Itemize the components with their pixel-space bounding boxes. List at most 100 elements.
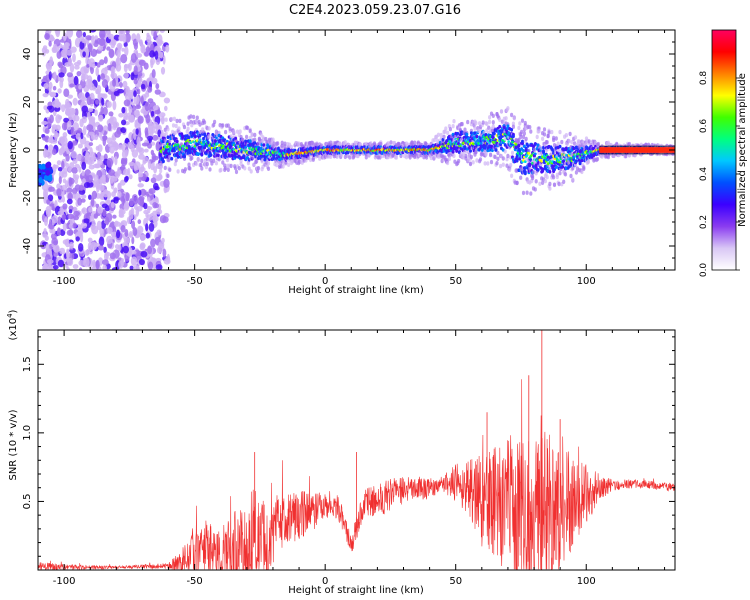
spectrogram-noise-cell	[163, 258, 171, 265]
spectrogram-noise-cell	[44, 235, 49, 241]
spectrogram-halo-cell	[207, 126, 211, 131]
spectrogram-noise-cell	[108, 48, 115, 59]
spectrogram-halo-cell	[235, 129, 240, 134]
spectrogram-halo-cell	[186, 121, 190, 126]
spectrogram-halo-cell	[275, 162, 279, 168]
spectrogram-halo-cell	[164, 131, 168, 136]
spectrogram-core-cell	[569, 162, 573, 167]
spectrogram-halo-cell	[582, 166, 586, 171]
spectrogram-noise-cell	[120, 179, 126, 186]
spectrogram-noise-cell	[131, 220, 136, 229]
spectrogram-halo-cell	[528, 125, 532, 130]
spectrogram-noise-cell	[156, 229, 162, 236]
spectrogram-halo-cell	[506, 106, 510, 111]
spectrogram-noise-cell	[133, 65, 138, 74]
spectrogram-noise-cell	[62, 167, 68, 175]
spectrogram-noise-cell	[85, 56, 90, 65]
spectrogram-noise-cell	[101, 97, 105, 106]
spectrogram-peak-cell	[530, 153, 534, 157]
spectrogram-halo-cell	[182, 124, 187, 130]
spectrogram-noise-cell	[133, 77, 138, 85]
spectrogram-noise-cell	[90, 241, 98, 251]
spectrogram-noise-cell	[63, 88, 70, 97]
spectrogram-noise-cell	[88, 206, 93, 213]
spectrogram-noise-cell	[94, 35, 98, 40]
spectrogram-halo-cell	[464, 153, 468, 159]
spectrogram-noise-cell	[58, 72, 65, 78]
spectrogram-noise-cell	[158, 241, 165, 249]
spectrogram-noise-cell	[104, 253, 108, 261]
spectrogram-noise-cell	[96, 220, 102, 231]
spectrogram-halo-cell	[489, 159, 494, 165]
spectrogram-noise-cell	[82, 125, 87, 136]
spectrogram-noise-cell	[152, 105, 159, 111]
spectrogram-halo-cell	[203, 120, 207, 125]
spectrogram-noise-cell	[124, 229, 129, 237]
spectrogram-halo-cell	[213, 119, 217, 125]
spectrogram-halo-cell	[552, 175, 556, 180]
spectrogram-halo-cell	[574, 170, 579, 175]
spectrogram-noise-cell	[42, 75, 48, 80]
spectrogram-halo-cell	[587, 139, 591, 144]
spectrogram-halo-cell	[475, 158, 479, 163]
spectrogram-noise-cell	[116, 56, 120, 62]
spectrogram-halo-cell	[238, 129, 242, 134]
spectrogram-halo-cell	[212, 158, 216, 164]
spectrogram-halo-cell	[543, 178, 548, 184]
spectrogram-noise-cell	[83, 218, 90, 224]
spectrogram-noise-cell	[57, 210, 65, 216]
spectrogram-noise-cell	[66, 229, 74, 236]
spectrogram-halo-cell	[446, 160, 450, 166]
spectrogram-halo-cell	[199, 162, 203, 168]
spectrogram-noise-cell	[134, 161, 141, 171]
spectrogram-noise-cell	[97, 245, 104, 251]
spectrogram-noise-cell	[110, 39, 116, 49]
spectrogram-core-cell	[532, 144, 535, 149]
spectrogram-noise-cell	[145, 232, 150, 239]
spectrogram-noise-cell	[67, 192, 73, 201]
spectrogram-noise-cell	[72, 158, 78, 164]
spectrogram-halo-cell	[533, 187, 537, 192]
spectrogram-noise-cell	[118, 113, 124, 118]
spectrogram-core-cell	[494, 148, 498, 152]
spectrogram-noise-cell	[165, 44, 170, 53]
spectrogram-noise-cell	[51, 215, 59, 224]
spectrogram-noise-cell	[87, 241, 92, 252]
spectrogram-noise-cell	[120, 158, 128, 167]
spectrogram-noise-cell	[88, 194, 92, 200]
spectrogram-core-cell	[216, 153, 220, 157]
spectrogram-halo-cell	[556, 141, 560, 146]
spectrogram-noise-cell	[81, 207, 88, 215]
spectrogram-noise-cell	[130, 144, 135, 153]
spectrogram-halo-cell	[190, 155, 194, 161]
spectrogram-noise-cell	[81, 170, 85, 176]
spectrogram-noise-cell	[113, 187, 118, 193]
spectrogram-noise-cell	[91, 35, 95, 45]
spectrogram-noise-cell	[150, 238, 156, 248]
spectrogram-noise-cell	[116, 42, 123, 50]
spectrogram-noise-cell	[158, 51, 164, 58]
spectrogram-noise-cell	[43, 83, 49, 89]
spectrogram-core-cell	[193, 134, 197, 139]
spectrogram-noise-cell	[125, 30, 130, 35]
spectrogram-core-cell	[159, 153, 163, 157]
spectrogram-noise-cell	[143, 148, 149, 153]
spectrogram-halo-cell	[521, 134, 526, 140]
spectrogram-halo-cell	[221, 123, 225, 128]
spectrogram-halo-cell	[448, 127, 452, 132]
spectrogram-noise-cell	[159, 30, 165, 33]
spectrogram-noise-cell	[111, 175, 118, 182]
spectrogram-noise-cell	[133, 265, 140, 270]
spectrogram-halo-cell	[266, 161, 271, 166]
spectrogram-halo-cell	[508, 167, 512, 172]
spectrogram-noise-cell	[106, 157, 114, 168]
spectrogram-noise-cell	[144, 51, 150, 57]
spectrogram-halo-cell	[283, 144, 287, 149]
spectrogram-halo-cell	[567, 138, 571, 144]
spectrogram-noise-cell	[109, 252, 116, 260]
spectrogram-noise-cell	[114, 171, 121, 177]
spectrogram-noise-cell	[57, 167, 63, 172]
spectrogram-halo-cell	[243, 166, 247, 171]
spectrogram-noise-cell	[55, 114, 61, 124]
